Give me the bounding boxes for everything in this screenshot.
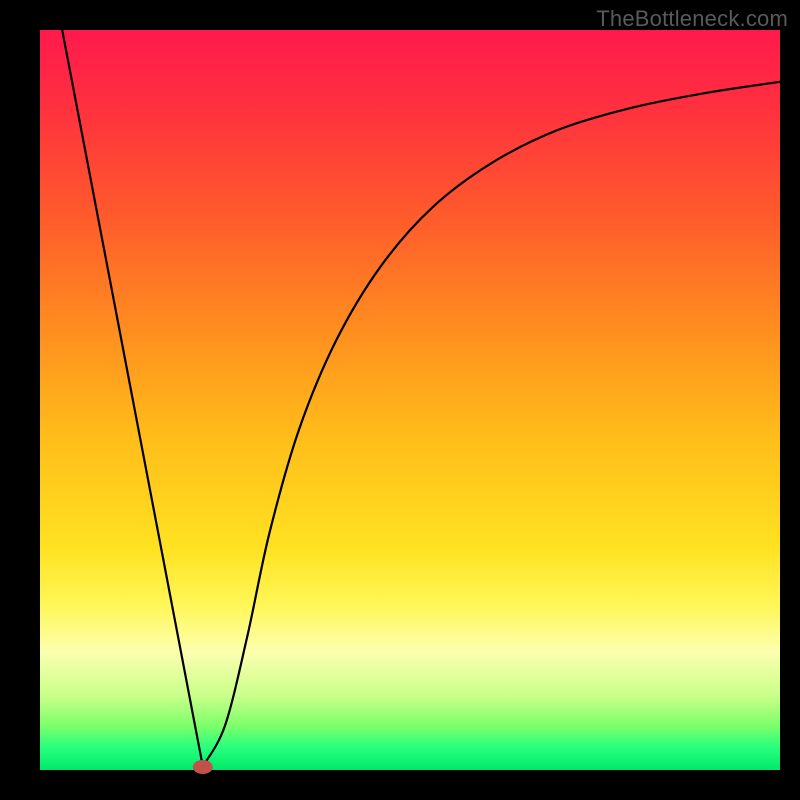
- plot-background: [40, 30, 780, 770]
- optimal-point-marker: [193, 760, 213, 774]
- watermark-text: TheBottleneck.com: [596, 6, 788, 32]
- chart-svg: [0, 0, 800, 800]
- chart-container: TheBottleneck.com: [0, 0, 800, 800]
